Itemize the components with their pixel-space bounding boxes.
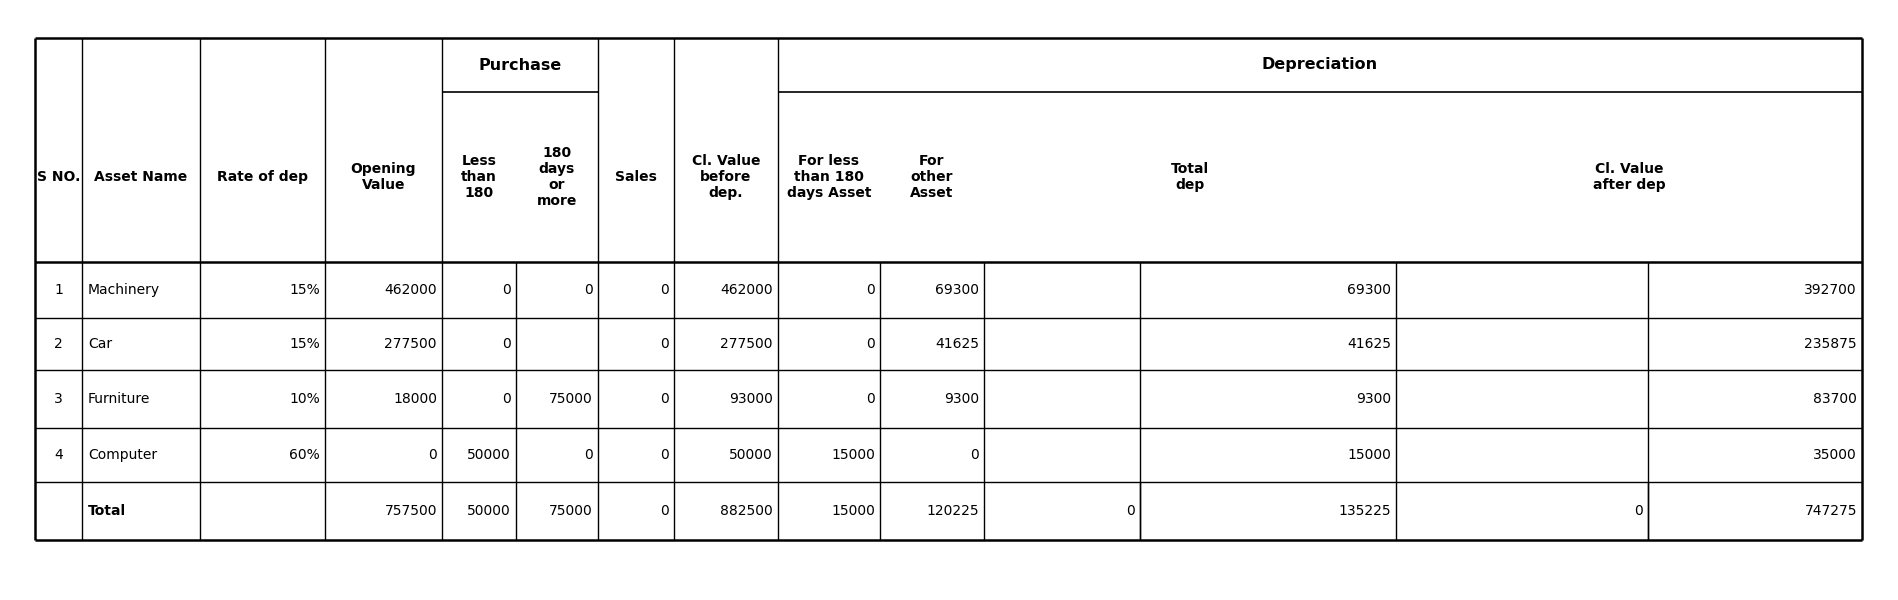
Text: 15000: 15000 bbox=[831, 448, 875, 462]
Text: 10%: 10% bbox=[288, 392, 321, 406]
Text: 757500: 757500 bbox=[385, 504, 437, 518]
Text: 0: 0 bbox=[970, 448, 979, 462]
Text: 462000: 462000 bbox=[385, 283, 437, 297]
Text: 15000: 15000 bbox=[1348, 448, 1391, 462]
Text: 2: 2 bbox=[55, 337, 63, 351]
Text: Asset Name: Asset Name bbox=[95, 170, 188, 184]
Text: 277500: 277500 bbox=[385, 337, 437, 351]
Text: 75000: 75000 bbox=[549, 392, 592, 406]
Text: 60%: 60% bbox=[288, 448, 321, 462]
Text: 18000: 18000 bbox=[393, 392, 437, 406]
Text: 747275: 747275 bbox=[1805, 504, 1856, 518]
Text: 882500: 882500 bbox=[719, 504, 772, 518]
Text: 0: 0 bbox=[1126, 504, 1135, 518]
Text: 15000: 15000 bbox=[831, 504, 875, 518]
Text: 0: 0 bbox=[1634, 504, 1644, 518]
Text: 15%: 15% bbox=[288, 337, 321, 351]
Text: 0: 0 bbox=[429, 448, 437, 462]
Text: 235875: 235875 bbox=[1805, 337, 1856, 351]
Text: 0: 0 bbox=[585, 448, 592, 462]
Text: For less
than 180
days Asset: For less than 180 days Asset bbox=[788, 154, 871, 200]
Text: 50000: 50000 bbox=[467, 504, 511, 518]
Text: 120225: 120225 bbox=[926, 504, 979, 518]
Text: 50000: 50000 bbox=[467, 448, 511, 462]
Text: Opening
Value: Opening Value bbox=[351, 162, 416, 192]
Text: Purchase: Purchase bbox=[478, 58, 562, 73]
Text: 0: 0 bbox=[661, 392, 668, 406]
Text: 0: 0 bbox=[661, 283, 668, 297]
Text: Total
dep: Total dep bbox=[1171, 162, 1209, 192]
Text: Machinery: Machinery bbox=[87, 283, 159, 297]
Text: 83700: 83700 bbox=[1813, 392, 1856, 406]
Text: 4: 4 bbox=[55, 448, 63, 462]
Text: 3: 3 bbox=[55, 392, 63, 406]
Text: 0: 0 bbox=[661, 337, 668, 351]
Text: Cl. Value
after dep: Cl. Value after dep bbox=[1592, 162, 1665, 192]
Text: 462000: 462000 bbox=[721, 283, 772, 297]
Text: S NO.: S NO. bbox=[36, 170, 80, 184]
Text: 0: 0 bbox=[865, 283, 875, 297]
Text: Sales: Sales bbox=[615, 170, 657, 184]
Text: 50000: 50000 bbox=[729, 448, 772, 462]
Text: 15%: 15% bbox=[288, 283, 321, 297]
Text: Computer: Computer bbox=[87, 448, 158, 462]
Text: Cl. Value
before
dep.: Cl. Value before dep. bbox=[691, 154, 761, 200]
Text: 0: 0 bbox=[661, 504, 668, 518]
Text: 9300: 9300 bbox=[1355, 392, 1391, 406]
Text: Furniture: Furniture bbox=[87, 392, 150, 406]
Text: 1: 1 bbox=[53, 283, 63, 297]
Text: 392700: 392700 bbox=[1805, 283, 1856, 297]
Text: 93000: 93000 bbox=[729, 392, 772, 406]
Text: Total: Total bbox=[87, 504, 125, 518]
Text: 180
days
or
more: 180 days or more bbox=[537, 146, 577, 208]
Text: 41625: 41625 bbox=[936, 337, 979, 351]
Text: 0: 0 bbox=[503, 337, 511, 351]
Text: Rate of dep: Rate of dep bbox=[216, 170, 307, 184]
Text: 35000: 35000 bbox=[1813, 448, 1856, 462]
Text: 0: 0 bbox=[661, 448, 668, 462]
Text: 41625: 41625 bbox=[1348, 337, 1391, 351]
Text: 75000: 75000 bbox=[549, 504, 592, 518]
Text: 9300: 9300 bbox=[943, 392, 979, 406]
Text: 69300: 69300 bbox=[936, 283, 979, 297]
Text: For
other
Asset: For other Asset bbox=[911, 154, 953, 200]
Text: Car: Car bbox=[87, 337, 112, 351]
Text: Depreciation: Depreciation bbox=[1262, 58, 1378, 73]
Text: 69300: 69300 bbox=[1348, 283, 1391, 297]
Text: 277500: 277500 bbox=[721, 337, 772, 351]
Text: 135225: 135225 bbox=[1338, 504, 1391, 518]
Text: 0: 0 bbox=[865, 337, 875, 351]
Text: 0: 0 bbox=[865, 392, 875, 406]
Text: 0: 0 bbox=[585, 283, 592, 297]
Text: 0: 0 bbox=[503, 283, 511, 297]
Text: 0: 0 bbox=[503, 392, 511, 406]
Text: Less
than
180: Less than 180 bbox=[461, 154, 497, 200]
